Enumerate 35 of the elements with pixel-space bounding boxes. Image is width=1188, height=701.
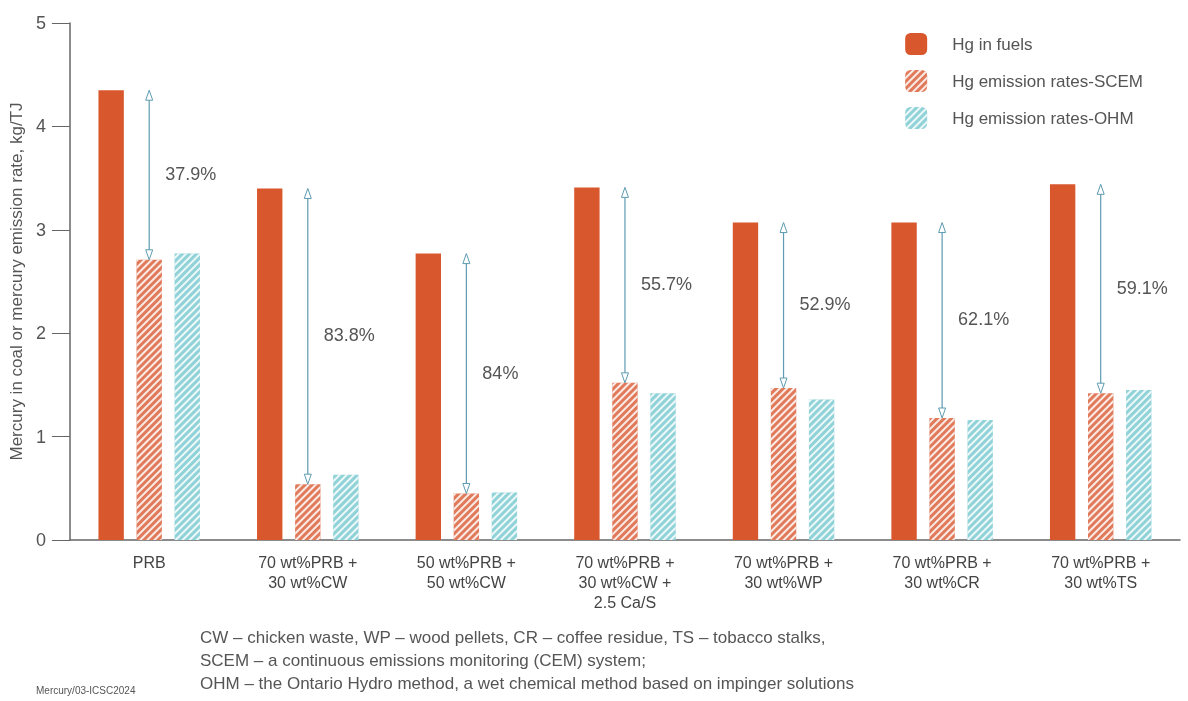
legend-label: Hg emission rates-OHM — [952, 108, 1134, 128]
bar — [257, 188, 283, 540]
y-axis-title: Mercury in coal or mercury emission rate, kg/TJ — [7, 102, 26, 461]
text: Mercury/03-ICSC2024 — [36, 685, 136, 696]
x-tick-label: 70 wt%PRB + 30 wt%CW + 2.5 Ca/S — [575, 553, 675, 611]
y-tick-label: 5 — [35, 13, 46, 33]
bar — [891, 222, 917, 540]
y-tick-label: 0 — [35, 530, 46, 550]
y-tick-label: 2 — [35, 323, 46, 344]
y-tick-label: 1 — [35, 426, 46, 447]
text: CW – chicken waste, WP – wood pellets, CR – coffee residue, TS – tobacco stalks, — [200, 628, 826, 648]
text: OHM – the Ontario Hydro method, a wet chemical method based on impinger solutions — [200, 674, 854, 694]
annotation: 55.7% — [640, 274, 692, 296]
annotation: 37.9% — [165, 163, 217, 185]
y-tick-label: 4 — [35, 116, 46, 137]
legend-label: Hg emission rates-SCEM — [952, 71, 1143, 91]
x-tick-label: 70 wt%PRB + 30 wt%CW — [258, 553, 358, 591]
x-tick-label: 50 wt%PRB + 50 wt%CW — [416, 553, 516, 591]
annotation: 83.8% — [323, 325, 375, 347]
x-tick-label: 70 wt%PRB + 30 wt%WP — [733, 553, 834, 591]
annotation: 59.1% — [1116, 277, 1168, 299]
annotation: 52.9% — [799, 294, 851, 316]
bar — [1049, 184, 1076, 540]
annotation: 62.1% — [958, 309, 1010, 331]
x-tick-label: 70 wt%PRB + 30 wt%CR — [892, 553, 992, 591]
x-tick-label: PRB — [132, 553, 166, 571]
annotation: 84% — [482, 362, 519, 384]
bar — [574, 187, 600, 540]
text: SCEM – a continuous emissions monitoring (CEM) system; — [200, 651, 646, 671]
bar — [98, 90, 124, 540]
x-tick-label: 70 wt%PRB + 30 wt%TS — [1051, 553, 1151, 591]
bar — [732, 222, 759, 540]
y-tick-label: 3 — [35, 219, 46, 240]
bar — [415, 253, 441, 540]
legend-label: Hg in fuels — [952, 34, 1033, 54]
